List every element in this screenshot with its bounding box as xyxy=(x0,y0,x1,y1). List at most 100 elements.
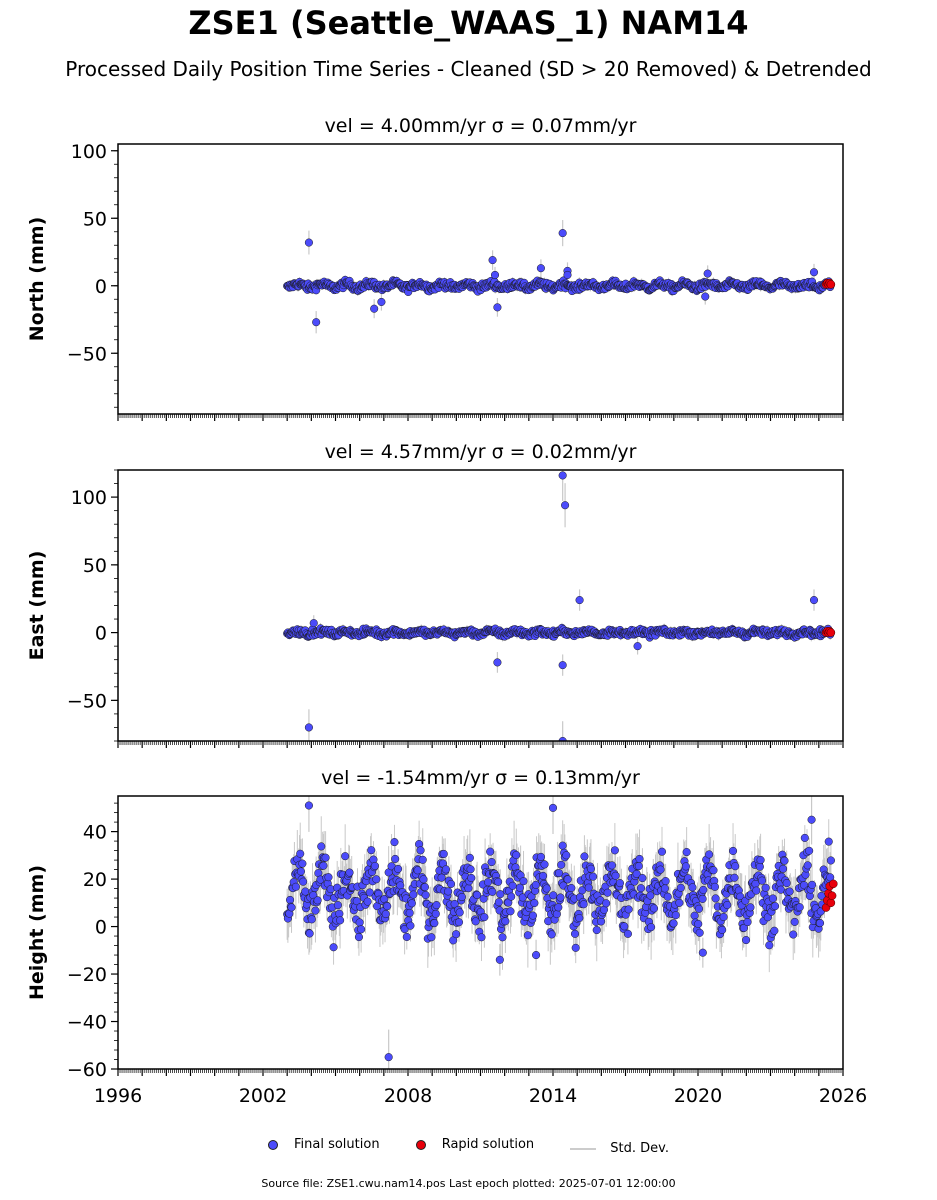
final-point xyxy=(372,875,381,884)
final-point xyxy=(487,857,496,867)
y-tick-label: 100 xyxy=(71,487,107,509)
final-point xyxy=(508,881,517,890)
final-point xyxy=(430,919,439,928)
final-point xyxy=(483,878,493,887)
y-tick-label: 0 xyxy=(95,276,107,298)
final-point xyxy=(405,908,414,917)
final-point xyxy=(457,892,466,902)
final-point xyxy=(291,882,300,891)
final-point xyxy=(431,909,440,918)
final-point xyxy=(421,890,430,900)
final-point xyxy=(540,860,549,869)
final-point xyxy=(304,723,313,732)
final-point xyxy=(391,854,400,863)
final-point xyxy=(427,933,436,942)
final-point xyxy=(370,304,379,313)
final-point xyxy=(317,842,326,851)
y-tick-label: 50 xyxy=(83,555,107,577)
final-point xyxy=(465,853,474,862)
final-point xyxy=(498,933,507,942)
final-point xyxy=(519,877,528,886)
final-point xyxy=(336,916,345,925)
final-point xyxy=(446,879,456,888)
final-point xyxy=(496,890,505,899)
final-point xyxy=(299,877,308,886)
final-point xyxy=(418,855,427,864)
final-point xyxy=(365,888,374,897)
final-point xyxy=(703,269,712,278)
final-point xyxy=(437,873,446,882)
y-tick-label: 0 xyxy=(95,623,107,645)
final-point xyxy=(536,852,545,861)
final-point xyxy=(558,841,567,850)
final-point xyxy=(554,869,564,878)
final-point xyxy=(357,925,366,934)
final-point xyxy=(547,930,556,939)
final-point xyxy=(354,933,363,942)
final-point xyxy=(409,890,418,899)
panel-north: vel = 4.00mm/yr σ = 0.07mm/yr North (mm)−… xyxy=(26,115,844,421)
final-point xyxy=(311,906,320,915)
final-point xyxy=(633,642,642,651)
chart-subtitle: Processed Daily Position Time Series - C… xyxy=(65,57,872,81)
final-point xyxy=(450,899,459,909)
final-point xyxy=(466,865,475,874)
final-point xyxy=(326,885,335,894)
final-point xyxy=(394,864,403,873)
y-axis-label: Height (mm) xyxy=(26,865,48,1000)
final-point xyxy=(439,849,448,858)
final-point xyxy=(444,887,453,896)
final-point xyxy=(420,883,429,892)
final-point xyxy=(556,893,565,902)
final-point xyxy=(493,658,502,667)
final-point xyxy=(419,875,428,884)
final-point xyxy=(367,846,376,855)
final-point xyxy=(558,736,567,741)
y-tick-label: −50 xyxy=(67,690,107,712)
final-point xyxy=(370,861,379,871)
final-point xyxy=(493,303,502,312)
final-point xyxy=(301,887,310,896)
final-point xyxy=(558,661,567,670)
final-point xyxy=(416,846,425,855)
final-point xyxy=(701,292,710,301)
final-point xyxy=(542,884,551,893)
final-point xyxy=(329,943,338,952)
final-point xyxy=(480,913,489,922)
panel-title: vel = 4.00mm/yr σ = 0.07mm/yr xyxy=(325,115,637,137)
panel-title: vel = -1.54mm/yr σ = 0.13mm/yr xyxy=(321,767,640,789)
final-point xyxy=(296,867,305,876)
final-point xyxy=(287,903,296,912)
final-point xyxy=(363,897,372,906)
final-point xyxy=(507,892,516,901)
final-point xyxy=(319,861,328,870)
chart-title: ZSE1 (Seattle_WAAS_1) NAM14 xyxy=(188,4,749,42)
final-point xyxy=(298,859,307,868)
final-point xyxy=(345,868,354,877)
final-point xyxy=(528,911,537,920)
final-point xyxy=(506,907,515,916)
final-point xyxy=(309,619,318,628)
final-point xyxy=(512,850,521,860)
final-point xyxy=(381,909,390,919)
final-point xyxy=(355,918,364,927)
final-point xyxy=(501,917,510,926)
final-point xyxy=(515,883,524,892)
data-layer xyxy=(283,796,838,1069)
data-layer xyxy=(283,220,836,334)
final-point xyxy=(464,884,473,893)
final-point xyxy=(406,921,415,930)
final-point xyxy=(558,229,567,238)
final-point xyxy=(486,847,495,856)
final-point xyxy=(407,899,416,908)
final-point xyxy=(304,238,313,247)
final-point xyxy=(321,853,330,862)
final-point xyxy=(341,852,350,861)
final-point xyxy=(305,929,314,938)
final-point xyxy=(563,270,572,280)
final-point xyxy=(809,268,819,277)
final-point xyxy=(549,891,558,900)
final-point xyxy=(296,849,305,858)
final-point xyxy=(488,887,497,896)
